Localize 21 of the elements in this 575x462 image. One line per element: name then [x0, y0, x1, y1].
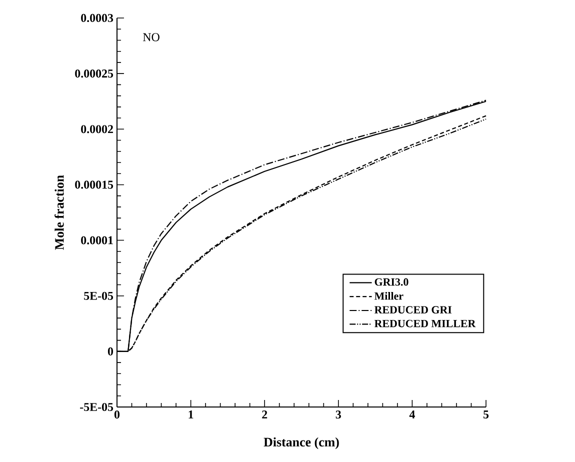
- y-tick-label: 0.0002: [81, 125, 113, 134]
- x-axis-title: Distance (cm): [264, 437, 339, 450]
- x-tick-label: 1: [188, 410, 194, 418]
- x-tick-label: 3: [336, 410, 341, 419]
- y-tick-label: 0: [108, 347, 114, 356]
- y-tick-label: 5E-05: [84, 292, 114, 300]
- legend-label: GRI3.0: [374, 278, 408, 286]
- y-axis-title: Mole fraction: [54, 175, 64, 250]
- legend-label: REDUCED MILLER: [374, 320, 476, 328]
- y-tick-label: 0.00015: [75, 180, 114, 189]
- x-tick-label: 0: [114, 410, 120, 419]
- y-tick-label: 0.00025: [75, 70, 114, 78]
- y-tick-label: 0.0001: [81, 236, 113, 244]
- annotation: NO: [143, 33, 160, 42]
- legend-label: REDUCED GRI: [374, 306, 452, 314]
- x-tick-label: 5: [483, 410, 489, 418]
- x-tick-label: 2: [262, 410, 268, 418]
- y-tick-label: -5E-05: [80, 402, 114, 412]
- y-tick-label: 0.0003: [81, 14, 114, 22]
- x-tick-label: 4: [409, 410, 415, 418]
- legend-label: Miller: [374, 292, 404, 300]
